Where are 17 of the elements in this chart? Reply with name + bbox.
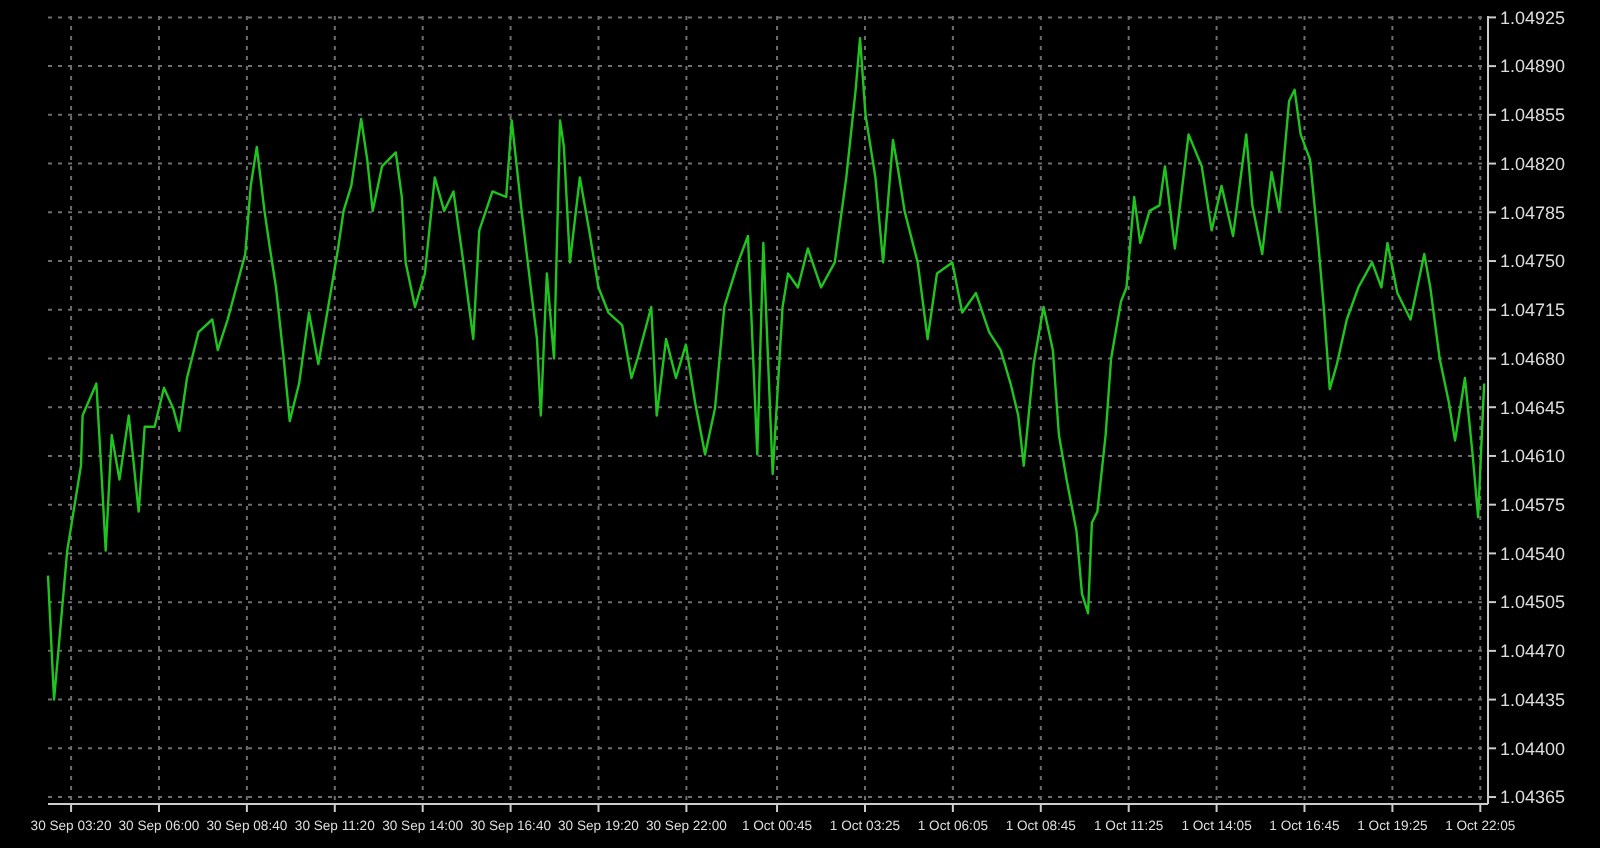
y-tick-label: 1.04925 (1500, 7, 1566, 28)
y-tick-label: 1.04750 (1500, 251, 1566, 272)
y-tick-label: 1.04715 (1500, 300, 1566, 321)
y-tick-label: 1.04785 (1500, 202, 1566, 223)
y-tick-label: 1.04680 (1500, 348, 1566, 369)
y-tick-label: 1.04540 (1500, 543, 1566, 564)
y-tick-label: 1.04575 (1500, 494, 1566, 515)
y-tick-label: 1.04645 (1500, 397, 1566, 418)
y-tick-label: 1.04400 (1500, 738, 1566, 759)
y-tick-label: 1.04365 (1500, 787, 1566, 808)
y-tick-label: 1.04890 (1500, 56, 1566, 77)
y-tick-label: 1.04505 (1500, 592, 1566, 613)
y-tick-label: 1.04610 (1500, 446, 1566, 467)
y-tick-label: 1.04470 (1500, 641, 1566, 662)
y-tick-label: 1.04435 (1500, 689, 1566, 710)
y-tick-label: 1.04820 (1500, 153, 1566, 174)
y-tick-label: 1.04855 (1500, 105, 1566, 126)
